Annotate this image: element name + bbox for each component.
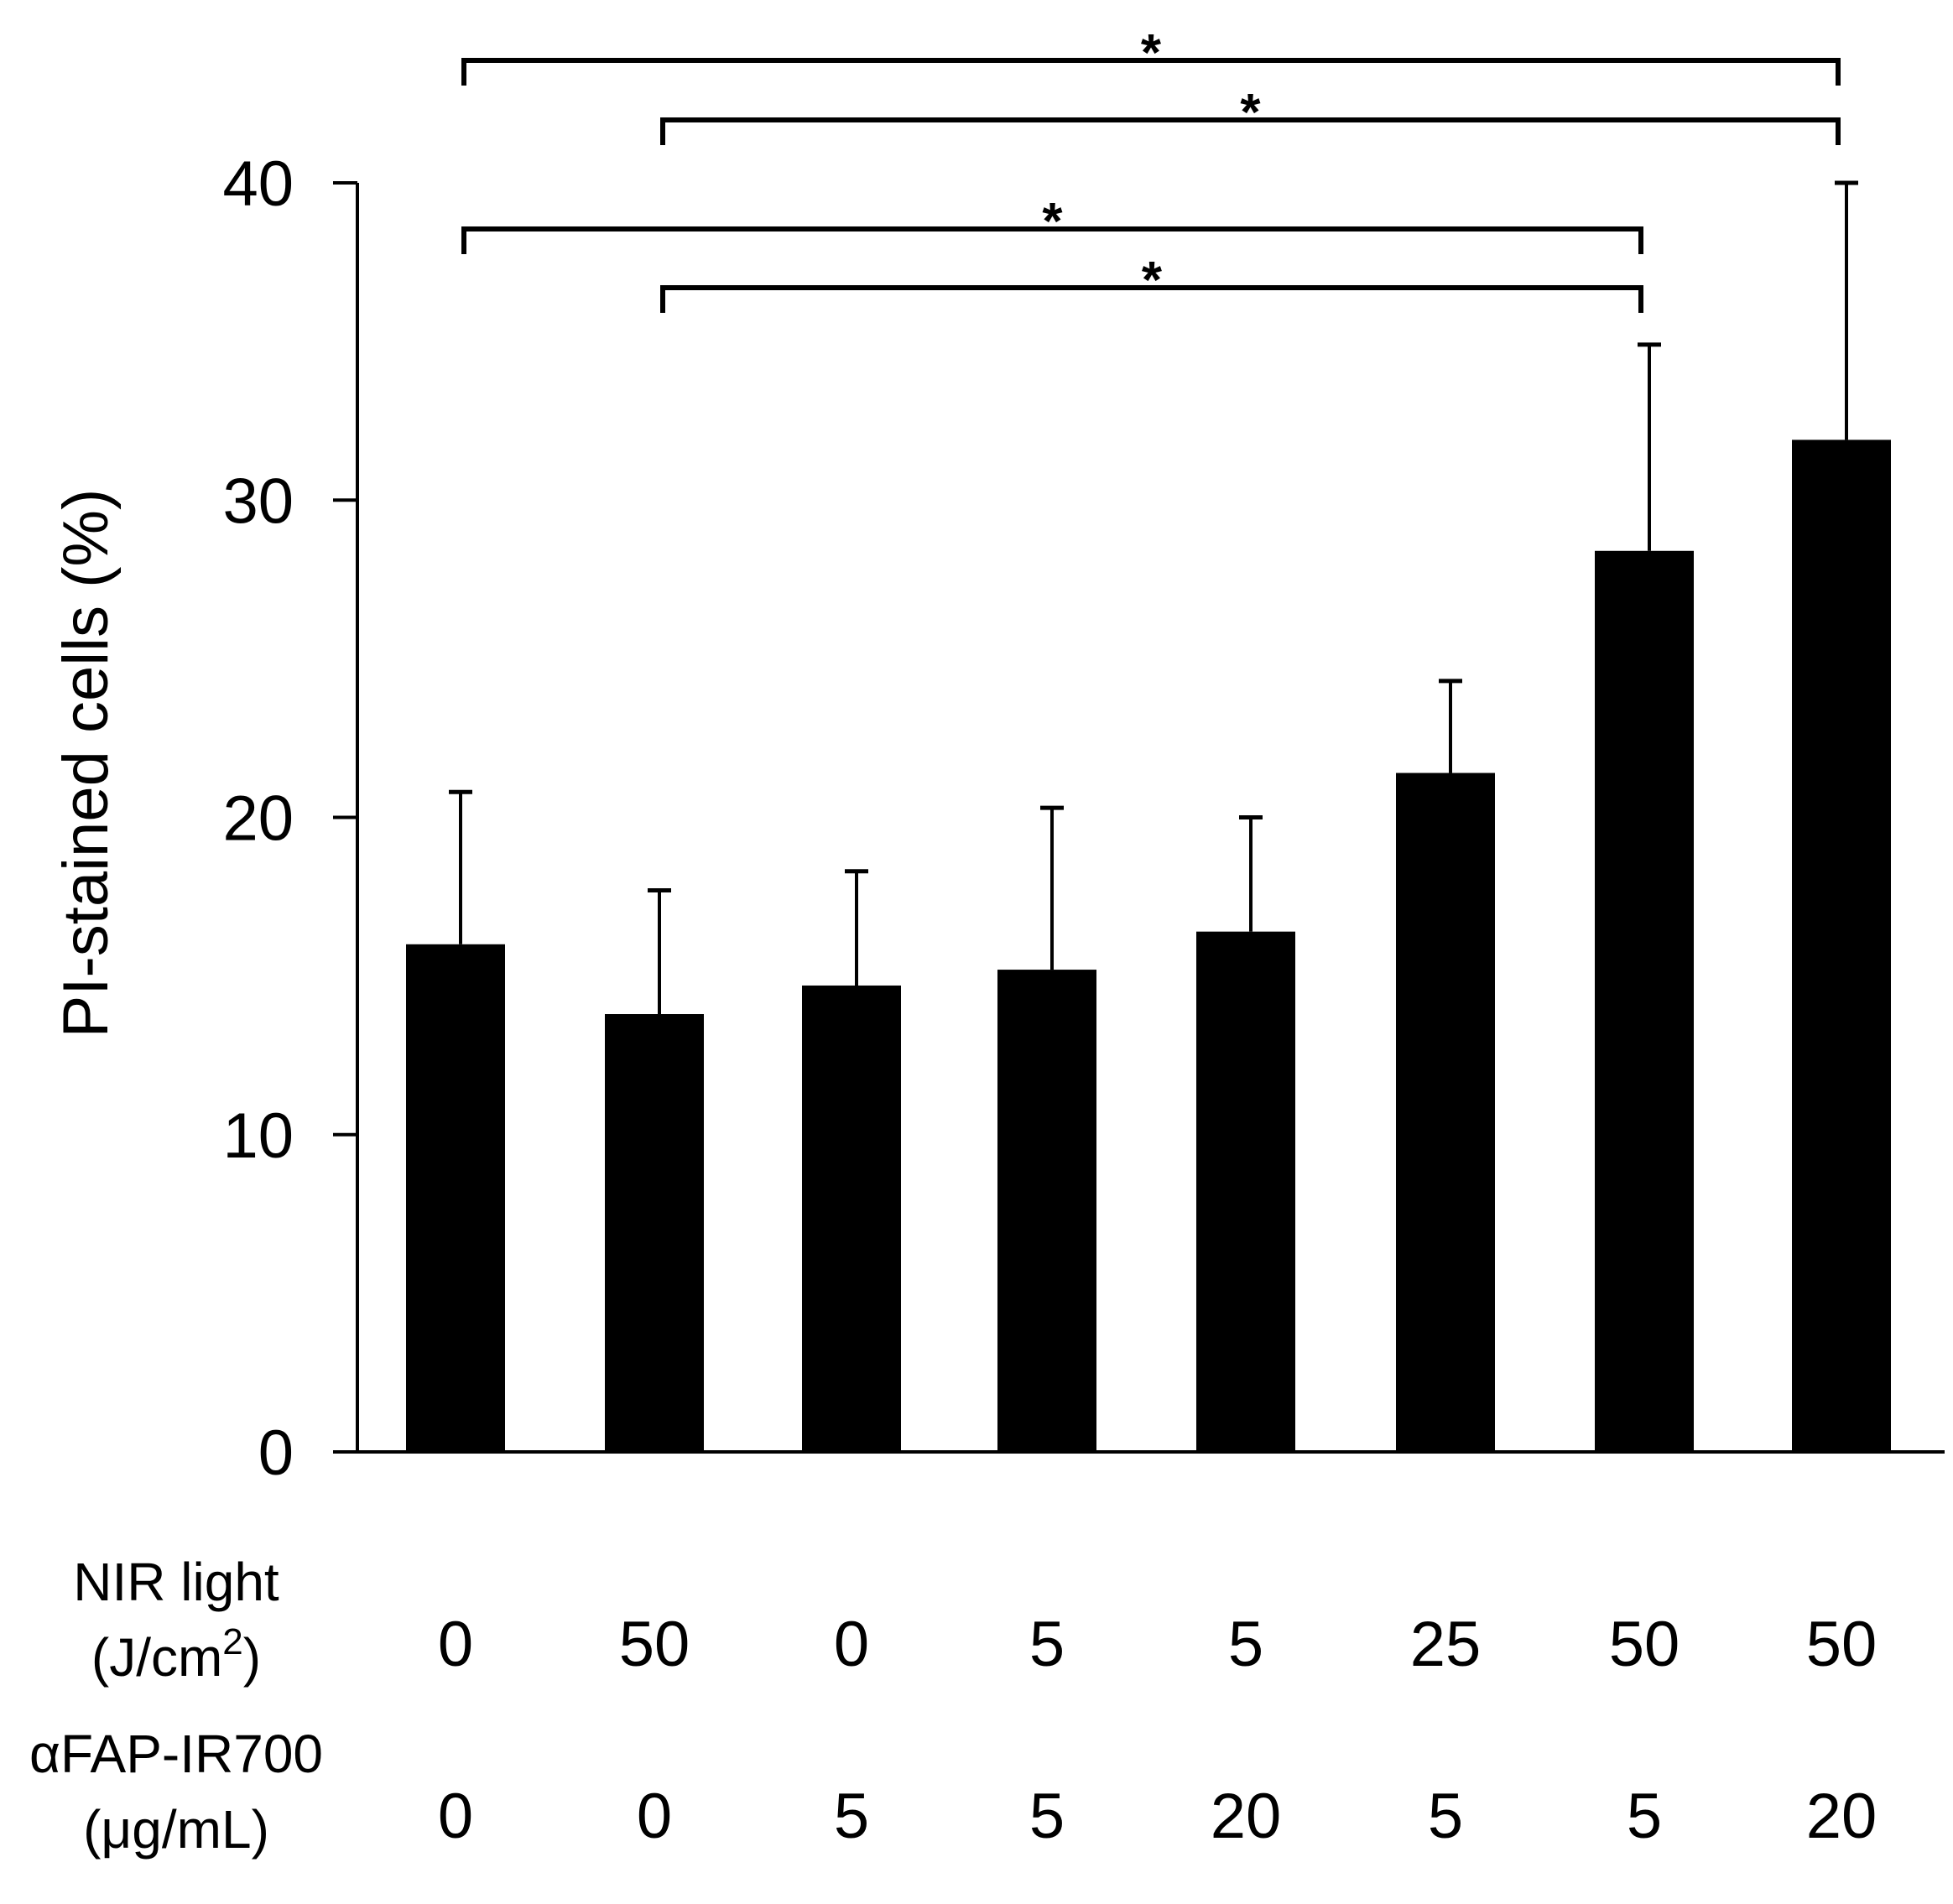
condition-value: 5: [1428, 1781, 1463, 1852]
condition-value: 0: [438, 1781, 473, 1852]
y-tick-label: 40: [222, 148, 294, 220]
condition-value: 50: [1806, 1609, 1877, 1680]
bar: [802, 985, 901, 1452]
bar: [1196, 931, 1295, 1452]
condition-value: 20: [1806, 1781, 1877, 1852]
significance-label: *: [1142, 252, 1163, 310]
row-label-line2: (μg/mL): [83, 1799, 269, 1860]
significance-brackets: * * * *: [461, 24, 1841, 313]
significance-bracket: [660, 285, 1643, 313]
y-axis-label: PI-stained cells (%): [50, 489, 122, 1038]
significance-label: *: [1042, 193, 1063, 251]
bars: [406, 440, 1891, 1452]
row-label-superscript: 2: [222, 1621, 242, 1662]
condition-value: 5: [1228, 1609, 1263, 1680]
axes: [333, 183, 1945, 1454]
condition-value: 0: [834, 1609, 869, 1680]
y-tick-label: 20: [222, 783, 294, 855]
condition-value: 5: [1029, 1609, 1065, 1680]
condition-table: NIR light(J/cm2) 0 50 0 5 5 25 50 50αFAP-IR700(μ…: [29, 1552, 1877, 1860]
condition-value: 0: [438, 1609, 473, 1680]
condition-value: 25: [1410, 1609, 1482, 1680]
y-ticks: 0 10 20 30 40: [222, 148, 357, 1489]
bar: [1792, 440, 1891, 1452]
significance-label: *: [1141, 24, 1162, 82]
y-tick-label: 10: [222, 1100, 294, 1172]
row-label-unit-close: ): [243, 1627, 261, 1688]
condition-value: 5: [1029, 1781, 1065, 1852]
bar: [1396, 773, 1495, 1452]
condition-value: 5: [1627, 1781, 1662, 1852]
condition-value: 20: [1211, 1781, 1282, 1852]
condition-value: 50: [619, 1609, 690, 1680]
condition-value: 5: [834, 1781, 869, 1852]
bar: [605, 1014, 704, 1452]
bar: [997, 970, 1096, 1452]
condition-value: 0: [637, 1781, 672, 1852]
row-label-unit: (μg/mL): [83, 1799, 269, 1860]
row-label-line1: NIR light: [73, 1552, 279, 1612]
significance-bracket: [461, 226, 1643, 254]
bar: [1595, 550, 1694, 1452]
error-bars: [449, 180, 1858, 1015]
condition-value: 50: [1609, 1609, 1680, 1680]
bar: [406, 944, 505, 1452]
row-label-line2: (J/cm2): [91, 1621, 261, 1688]
row-label-unit: (J/cm: [91, 1627, 222, 1688]
row-label-line1: αFAP-IR700: [29, 1724, 323, 1784]
y-tick-label: 30: [222, 466, 294, 537]
significance-bracket: [660, 117, 1841, 145]
significance-bracket: [461, 58, 1841, 86]
y-tick-label: 0: [258, 1418, 294, 1489]
significance-label: *: [1240, 84, 1261, 142]
